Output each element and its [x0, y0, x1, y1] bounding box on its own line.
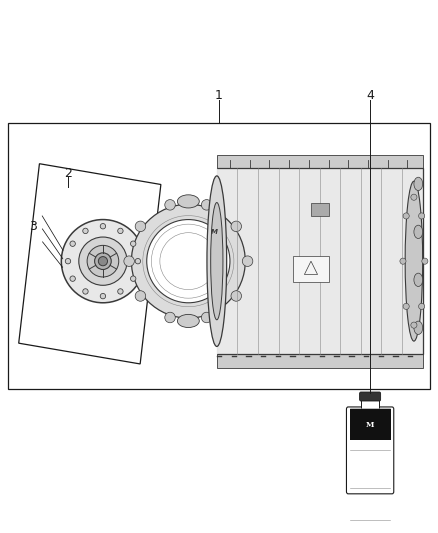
Ellipse shape [118, 289, 123, 294]
Bar [361, 399, 379, 410]
Ellipse shape [419, 303, 425, 310]
Ellipse shape [118, 228, 123, 233]
Ellipse shape [201, 312, 212, 323]
Ellipse shape [135, 221, 146, 232]
Ellipse shape [414, 321, 423, 335]
Ellipse shape [131, 241, 136, 246]
Bar [311, 203, 328, 216]
Text: M: M [366, 421, 374, 429]
Ellipse shape [100, 294, 106, 299]
Ellipse shape [414, 177, 423, 191]
Ellipse shape [414, 225, 423, 239]
Ellipse shape [403, 303, 409, 310]
Ellipse shape [61, 220, 145, 303]
Text: 3: 3 [29, 220, 37, 233]
FancyBboxPatch shape [360, 392, 381, 401]
Ellipse shape [165, 199, 175, 210]
Ellipse shape [177, 314, 199, 327]
Bar [293, 256, 328, 282]
Ellipse shape [419, 213, 425, 219]
Ellipse shape [83, 289, 88, 294]
Ellipse shape [131, 204, 245, 318]
Ellipse shape [411, 194, 417, 200]
Ellipse shape [403, 213, 409, 219]
Bar [350, 409, 391, 440]
Ellipse shape [400, 258, 406, 264]
Ellipse shape [422, 258, 428, 264]
Polygon shape [19, 164, 161, 364]
Ellipse shape [95, 253, 111, 270]
Ellipse shape [242, 256, 253, 266]
Ellipse shape [411, 322, 417, 328]
Ellipse shape [131, 276, 136, 281]
Ellipse shape [231, 290, 241, 301]
Ellipse shape [414, 273, 423, 287]
FancyBboxPatch shape [346, 407, 394, 494]
Ellipse shape [135, 259, 141, 264]
Ellipse shape [124, 256, 134, 266]
Ellipse shape [87, 245, 119, 277]
Ellipse shape [83, 228, 88, 233]
Text: 1: 1 [215, 90, 223, 102]
Ellipse shape [147, 220, 230, 303]
Ellipse shape [231, 221, 241, 232]
Ellipse shape [100, 223, 106, 229]
Ellipse shape [177, 195, 199, 208]
Text: M: M [211, 229, 218, 235]
Ellipse shape [165, 312, 175, 323]
Text: 2: 2 [64, 167, 72, 180]
Bar [217, 354, 423, 368]
Ellipse shape [135, 290, 146, 301]
Ellipse shape [70, 241, 75, 246]
Ellipse shape [99, 256, 107, 266]
Ellipse shape [201, 199, 212, 210]
Ellipse shape [65, 259, 71, 264]
Text: 4: 4 [366, 90, 374, 102]
Ellipse shape [211, 203, 223, 320]
Bar [217, 155, 423, 168]
Ellipse shape [207, 176, 227, 346]
Ellipse shape [405, 181, 423, 341]
Ellipse shape [70, 276, 75, 281]
Ellipse shape [79, 237, 127, 285]
